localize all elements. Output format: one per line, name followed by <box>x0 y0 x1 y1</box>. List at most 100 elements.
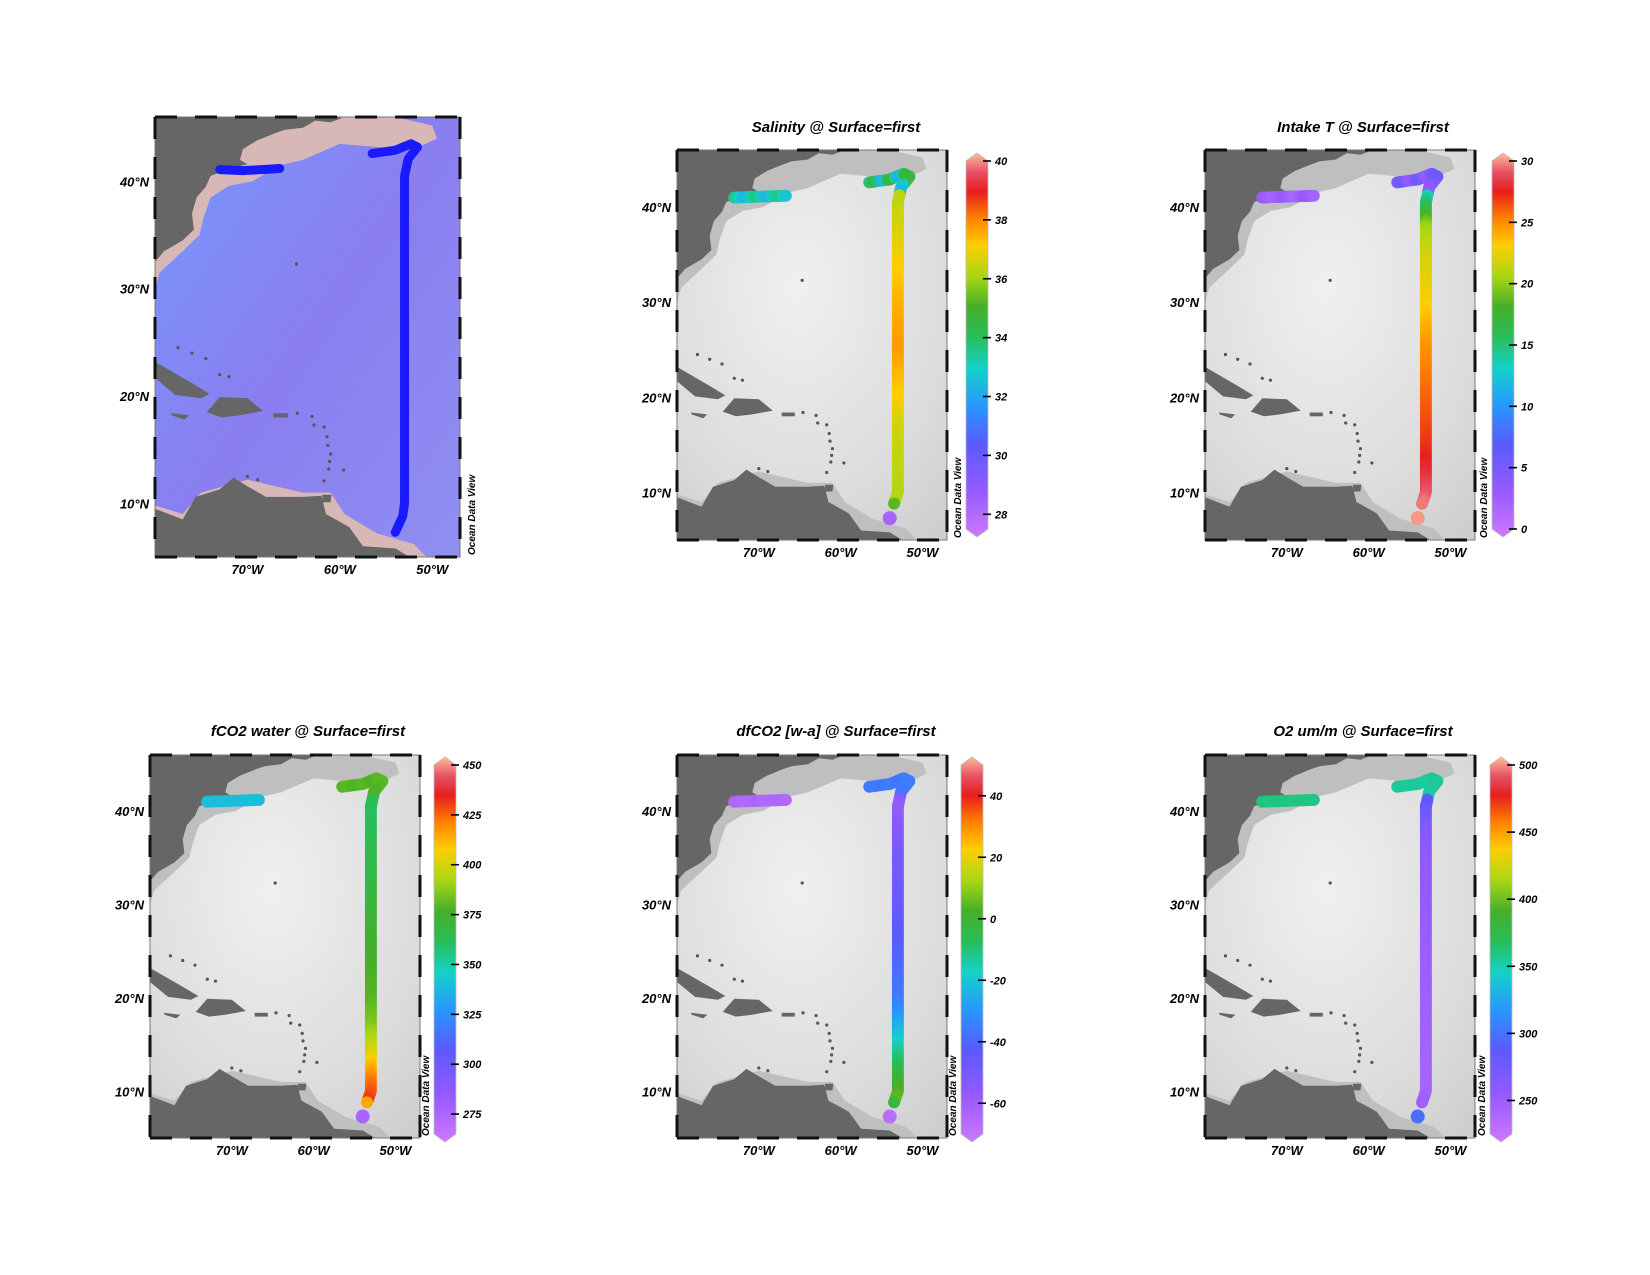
island <box>842 461 846 465</box>
land-area <box>1205 1068 1475 1138</box>
colorbar-tick-label: 500 <box>1519 760 1538 772</box>
colorbar-tick-label: 40 <box>989 791 1003 803</box>
island <box>757 1066 761 1070</box>
longitude-label: 70°W <box>231 562 265 577</box>
longitude-label: 60°W <box>1353 1143 1387 1158</box>
colorbar-tick-label: -40 <box>990 1037 1007 1049</box>
island <box>816 1021 820 1025</box>
island <box>301 1039 305 1043</box>
colorbar-tick-label: 38 <box>995 215 1008 227</box>
island <box>1358 1053 1362 1057</box>
land-area <box>1218 1012 1236 1019</box>
land-area <box>1250 398 1301 417</box>
island <box>1356 1039 1360 1043</box>
island <box>732 977 736 981</box>
latitude-label: 20°N <box>1169 390 1200 405</box>
land-area <box>690 1012 708 1019</box>
land-area <box>722 998 773 1017</box>
map-area <box>1205 755 1475 1138</box>
island <box>708 357 712 361</box>
longitude-label: 70°W <box>1271 1143 1305 1158</box>
colorbar: 275 300 325 350 375 400 425 450 <box>433 756 482 1143</box>
island <box>1260 376 1264 380</box>
longitude-label: 60°W <box>324 562 358 577</box>
colorbar-tick-label: -60 <box>990 1098 1007 1110</box>
panel-intake-t: Intake T @ Surface=first 40°N 30°N 20°N 10°N… <box>1169 119 1534 560</box>
latitude-label: 20°N <box>119 389 150 404</box>
land-area <box>1309 412 1323 417</box>
island <box>1355 1031 1359 1035</box>
colorbar-tick-label: 300 <box>463 1059 482 1071</box>
colorbar-tick-label: 400 <box>1518 894 1538 906</box>
island <box>800 881 804 885</box>
colorbar-gradient <box>965 152 989 538</box>
longitude-label: 60°W <box>825 1143 859 1158</box>
island <box>1268 979 1273 983</box>
land-area <box>1353 1083 1362 1091</box>
sample-point <box>355 1109 370 1124</box>
colorbar: -60 -40 -20 0 20 40 <box>960 756 1007 1143</box>
latitude-label: 20°N <box>114 991 145 1006</box>
island <box>302 1059 306 1063</box>
cruise-track-west <box>215 164 285 176</box>
sample-point <box>1416 1096 1429 1109</box>
island <box>245 474 250 479</box>
island <box>300 1031 304 1035</box>
colorbar-tick-label: 40 <box>994 156 1008 168</box>
island <box>740 378 745 382</box>
island <box>1236 958 1240 963</box>
land-area <box>781 412 795 417</box>
colorbar-tick-label: 0 <box>990 914 997 926</box>
longitude-label: 60°W <box>825 545 859 560</box>
sample-points <box>728 167 916 526</box>
colorbar-tick-label: 20 <box>1520 279 1534 291</box>
latitude-label: 30°N <box>120 282 150 297</box>
map-area <box>677 150 947 540</box>
island <box>274 1011 278 1015</box>
island <box>205 977 209 981</box>
longitude-label: 70°W <box>743 545 777 560</box>
island <box>801 410 805 415</box>
sample-point <box>888 497 901 510</box>
map-area <box>150 755 420 1138</box>
sample-point <box>779 189 792 202</box>
land-area <box>206 397 264 418</box>
longitude-label: 50°W <box>1434 545 1468 560</box>
land-area <box>781 1012 795 1017</box>
land-area <box>722 398 773 417</box>
island <box>287 1014 291 1018</box>
island <box>273 881 277 885</box>
colorbar-tick-label: 36 <box>995 274 1008 286</box>
longitude-label: 50°W <box>416 562 450 577</box>
land-area <box>400 106 408 117</box>
island <box>757 467 761 471</box>
island <box>328 459 332 464</box>
island <box>816 421 820 425</box>
island <box>312 423 316 427</box>
island <box>1328 278 1332 282</box>
island <box>829 460 833 464</box>
land-area <box>677 755 825 882</box>
island <box>213 979 218 983</box>
latitude-label: 40°N <box>641 804 672 819</box>
land-area <box>677 366 726 400</box>
island <box>825 1023 829 1027</box>
island <box>695 352 700 357</box>
colorbar-tick-label: 25 <box>1520 217 1534 229</box>
island <box>1353 470 1357 475</box>
island <box>830 1046 835 1050</box>
island <box>842 1060 846 1064</box>
sample-point <box>888 1096 901 1109</box>
island <box>1353 423 1357 427</box>
island <box>830 453 834 457</box>
latitude-label: 30°N <box>1170 295 1200 310</box>
island <box>239 1069 243 1073</box>
colorbar-tick-label: 250 <box>1518 1095 1538 1107</box>
sample-point <box>1410 511 1425 526</box>
sample-points <box>201 772 389 1124</box>
colorbar-tick-label: 32 <box>995 392 1007 404</box>
colorbar-tick-label: 450 <box>462 760 482 772</box>
island <box>814 1014 818 1018</box>
island <box>294 262 299 266</box>
